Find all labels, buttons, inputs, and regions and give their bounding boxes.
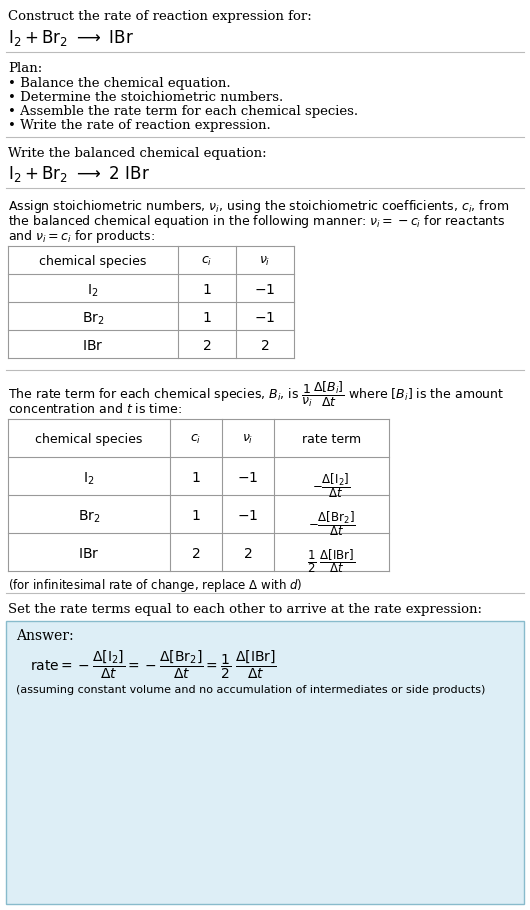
Text: • Balance the chemical equation.: • Balance the chemical equation.	[8, 77, 231, 90]
Text: $\mathrm{I_2 + Br_2 \ \longrightarrow \ 2 \ IBr}$: $\mathrm{I_2 + Br_2 \ \longrightarrow \ …	[8, 164, 150, 184]
Text: 2: 2	[261, 339, 269, 353]
Text: $\mathrm{Br_2}$: $\mathrm{Br_2}$	[82, 311, 104, 328]
Text: $c_i$: $c_i$	[201, 255, 213, 268]
Text: $\mathrm{rate} = -\dfrac{\Delta[\mathrm{I_2}]}{\Delta t} = -\dfrac{\Delta[\mathr: $\mathrm{rate} = -\dfrac{\Delta[\mathrm{…	[30, 649, 277, 682]
Text: $-1$: $-1$	[237, 471, 259, 485]
Text: chemical species: chemical species	[36, 433, 143, 446]
Text: $\mathrm{IBr}$: $\mathrm{IBr}$	[82, 339, 104, 353]
Text: Set the rate terms equal to each other to arrive at the rate expression:: Set the rate terms equal to each other t…	[8, 603, 482, 616]
Text: $\nu_i$: $\nu_i$	[242, 433, 254, 446]
Text: Construct the rate of reaction expression for:: Construct the rate of reaction expressio…	[8, 10, 312, 23]
Text: and $\nu_i = c_i$ for products:: and $\nu_i = c_i$ for products:	[8, 228, 155, 245]
Text: $\mathrm{I_2}$: $\mathrm{I_2}$	[87, 283, 99, 299]
Text: $-1$: $-1$	[237, 509, 259, 523]
Text: $-\dfrac{\Delta[\mathrm{Br_2}]}{\Delta t}$: $-\dfrac{\Delta[\mathrm{Br_2}]}{\Delta t…	[308, 509, 355, 538]
Text: $\mathrm{I_2 + Br_2 \ \longrightarrow \ IBr}$: $\mathrm{I_2 + Br_2 \ \longrightarrow \ …	[8, 28, 134, 48]
Text: $\dfrac{1}{2}\ \dfrac{\Delta[\mathrm{IBr}]}{\Delta t}$: $\dfrac{1}{2}\ \dfrac{\Delta[\mathrm{IBr…	[307, 547, 356, 575]
Text: Answer:: Answer:	[16, 629, 74, 643]
Text: Write the balanced chemical equation:: Write the balanced chemical equation:	[8, 147, 267, 160]
Text: $\mathrm{IBr}$: $\mathrm{IBr}$	[78, 547, 100, 561]
Text: 2: 2	[192, 547, 200, 561]
Text: Plan:: Plan:	[8, 62, 42, 75]
Text: rate term: rate term	[302, 433, 361, 446]
Text: 1: 1	[202, 311, 211, 325]
Text: Assign stoichiometric numbers, $\nu_i$, using the stoichiometric coefficients, $: Assign stoichiometric numbers, $\nu_i$, …	[8, 198, 509, 215]
Text: $\mathrm{Br_2}$: $\mathrm{Br_2}$	[78, 509, 100, 525]
Text: $-\dfrac{\Delta[\mathrm{I_2}]}{\Delta t}$: $-\dfrac{\Delta[\mathrm{I_2}]}{\Delta t}…	[312, 471, 351, 500]
Polygon shape	[6, 621, 524, 904]
Text: $c_i$: $c_i$	[190, 433, 201, 446]
Text: $\nu_i$: $\nu_i$	[259, 255, 271, 268]
Text: 2: 2	[202, 339, 211, 353]
Text: $-1$: $-1$	[254, 311, 276, 325]
Text: • Write the rate of reaction expression.: • Write the rate of reaction expression.	[8, 119, 271, 132]
Text: concentration and $t$ is time:: concentration and $t$ is time:	[8, 402, 182, 416]
Text: • Determine the stoichiometric numbers.: • Determine the stoichiometric numbers.	[8, 91, 283, 104]
Text: $-1$: $-1$	[254, 283, 276, 297]
Text: 1: 1	[191, 509, 200, 523]
Text: (assuming constant volume and no accumulation of intermediates or side products): (assuming constant volume and no accumul…	[16, 685, 485, 695]
Text: 1: 1	[191, 471, 200, 485]
Text: $\mathrm{I_2}$: $\mathrm{I_2}$	[83, 471, 95, 488]
Text: • Assemble the rate term for each chemical species.: • Assemble the rate term for each chemic…	[8, 105, 358, 118]
Text: the balanced chemical equation in the following manner: $\nu_i = -c_i$ for react: the balanced chemical equation in the fo…	[8, 213, 506, 230]
Text: 2: 2	[244, 547, 252, 561]
Text: (for infinitesimal rate of change, replace $\Delta$ with $d$): (for infinitesimal rate of change, repla…	[8, 577, 303, 594]
Text: The rate term for each chemical species, $B_i$, is $\dfrac{1}{\nu_i}\dfrac{\Delt: The rate term for each chemical species,…	[8, 380, 505, 410]
Text: chemical species: chemical species	[39, 255, 147, 268]
Text: 1: 1	[202, 283, 211, 297]
